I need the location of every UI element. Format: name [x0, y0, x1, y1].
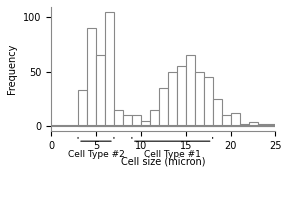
Bar — [248, 122, 258, 126]
Bar — [96, 55, 105, 126]
Bar — [123, 115, 132, 126]
Bar — [177, 66, 186, 126]
Bar — [195, 72, 204, 126]
Y-axis label: Frequency: Frequency — [7, 44, 18, 94]
Bar — [258, 124, 266, 126]
Text: Cell Type #1: Cell Type #1 — [144, 150, 201, 159]
Bar — [231, 113, 240, 126]
Bar — [266, 124, 275, 126]
Bar — [132, 115, 141, 126]
Bar — [159, 88, 168, 126]
Bar — [141, 120, 150, 126]
X-axis label: Cell size (micron): Cell size (micron) — [121, 157, 206, 167]
Bar — [105, 12, 114, 126]
Bar — [150, 110, 159, 126]
Text: Cell Type #2: Cell Type #2 — [68, 150, 124, 159]
Bar — [213, 99, 222, 126]
Bar — [78, 90, 87, 126]
Bar — [222, 115, 231, 126]
Bar — [186, 55, 195, 126]
Bar — [240, 124, 248, 126]
Bar — [114, 110, 123, 126]
Bar — [87, 28, 96, 126]
Bar — [168, 72, 177, 126]
Bar — [204, 77, 213, 126]
